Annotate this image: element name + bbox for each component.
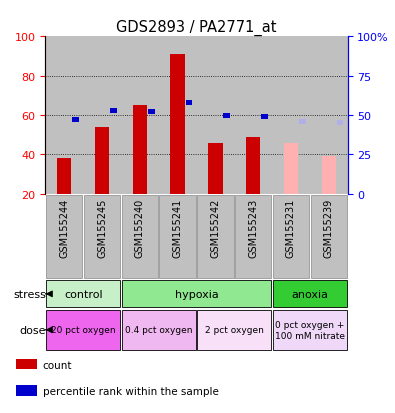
Bar [57,159,71,195]
Bar [337,121,343,126]
Text: 20 pct oxygen: 20 pct oxygen [51,325,115,335]
Text: dose: dose [20,325,46,335]
Bar [46,195,83,278]
Bar [310,37,348,195]
Bar [45,37,83,195]
Bar [261,115,268,120]
Bar [122,310,196,350]
Bar [46,281,120,308]
Text: hypoxia: hypoxia [175,289,218,299]
Bar [72,118,79,123]
Text: anoxia: anoxia [292,289,328,299]
Text: GSM155240: GSM155240 [135,199,145,258]
Text: GSM155241: GSM155241 [173,199,182,258]
Bar [197,37,234,195]
Bar [322,157,336,195]
Bar [122,195,158,278]
Bar [284,143,298,195]
Bar [299,120,306,125]
Bar [197,310,271,350]
Bar [273,281,347,308]
Text: GSM155245: GSM155245 [97,199,107,258]
Bar [83,37,121,195]
Text: 0.4 pct oxygen: 0.4 pct oxygen [125,325,192,335]
Text: GSM155243: GSM155243 [248,199,258,258]
Text: 0 pct oxygen +
100 mM nitrate: 0 pct oxygen + 100 mM nitrate [275,320,345,340]
Bar [122,281,271,308]
Text: GSM155239: GSM155239 [324,199,334,258]
Text: control: control [64,289,103,299]
Bar [273,195,309,278]
Bar [159,37,197,195]
Bar [15,385,37,396]
Bar [110,109,117,114]
Bar [171,55,185,195]
Text: value, Detection Call = ABSENT: value, Detection Call = ABSENT [43,412,208,413]
Bar [246,138,260,195]
Bar [133,106,147,195]
Text: percentile rank within the sample: percentile rank within the sample [43,386,218,396]
Bar [273,310,347,350]
Bar [272,37,310,195]
Bar [148,110,154,115]
Bar [235,195,271,278]
Text: GSM155231: GSM155231 [286,199,296,258]
Bar [186,101,192,106]
Bar [160,195,196,278]
Bar [197,195,233,278]
Bar [15,359,37,370]
Text: 2 pct oxygen: 2 pct oxygen [205,325,264,335]
Bar [46,310,120,350]
Text: GSM155242: GSM155242 [211,199,220,258]
Title: GDS2893 / PA2771_at: GDS2893 / PA2771_at [116,20,277,36]
Bar [84,195,120,278]
Bar [208,143,222,195]
Bar [95,128,109,195]
Text: GSM155244: GSM155244 [59,199,69,258]
Bar [223,113,230,118]
Bar [234,37,272,195]
Bar [121,37,159,195]
Bar [310,195,347,278]
Bar [15,411,37,413]
Text: count: count [43,360,72,370]
Text: stress: stress [13,289,46,299]
